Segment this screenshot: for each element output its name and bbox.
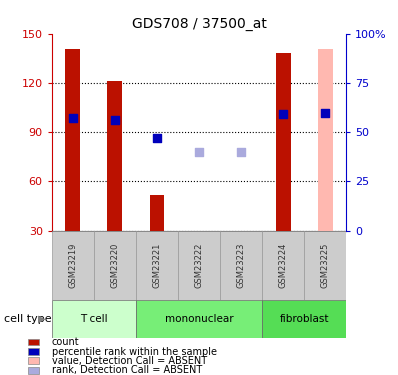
Text: GSM23222: GSM23222	[195, 243, 203, 288]
Text: GSM23220: GSM23220	[110, 243, 119, 288]
Bar	[318, 48, 333, 231]
Text: fibroblast: fibroblast	[279, 314, 329, 324]
Bar	[136, 300, 262, 338]
Point	[70, 116, 76, 122]
Text: value, Detection Call = ABSENT: value, Detection Call = ABSENT	[52, 356, 207, 366]
Bar	[52, 300, 136, 338]
Bar	[28, 357, 39, 364]
Point	[112, 117, 118, 123]
Bar	[136, 231, 178, 300]
Bar	[65, 48, 80, 231]
Text: percentile rank within the sample: percentile rank within the sample	[52, 347, 217, 357]
Bar	[276, 54, 291, 231]
Text: count: count	[52, 338, 79, 347]
Bar	[28, 348, 39, 355]
Bar	[304, 231, 346, 300]
Text: cell type: cell type	[4, 314, 52, 324]
Text: GSM23223: GSM23223	[236, 243, 246, 288]
Point	[280, 111, 286, 117]
Text: GSM23219: GSM23219	[68, 243, 77, 288]
Bar	[220, 231, 262, 300]
Bar	[150, 195, 164, 231]
Point	[154, 135, 160, 141]
Text: GSM23225: GSM23225	[321, 243, 330, 288]
Bar	[107, 81, 122, 231]
Text: rank, Detection Call = ABSENT: rank, Detection Call = ABSENT	[52, 366, 202, 375]
Point	[238, 149, 244, 155]
Text: mononuclear: mononuclear	[165, 314, 233, 324]
Bar	[262, 300, 346, 338]
Text: ▶: ▶	[38, 314, 45, 324]
Bar	[262, 231, 304, 300]
Title: GDS708 / 37500_at: GDS708 / 37500_at	[132, 17, 266, 32]
Text: GSM23224: GSM23224	[279, 243, 288, 288]
Text: T cell: T cell	[80, 314, 107, 324]
Bar	[178, 231, 220, 300]
Point	[322, 110, 328, 116]
Bar	[28, 367, 39, 374]
Point	[196, 149, 202, 155]
Text: GSM23221: GSM23221	[152, 243, 162, 288]
Bar	[28, 339, 39, 345]
Bar	[94, 231, 136, 300]
Bar	[52, 231, 94, 300]
